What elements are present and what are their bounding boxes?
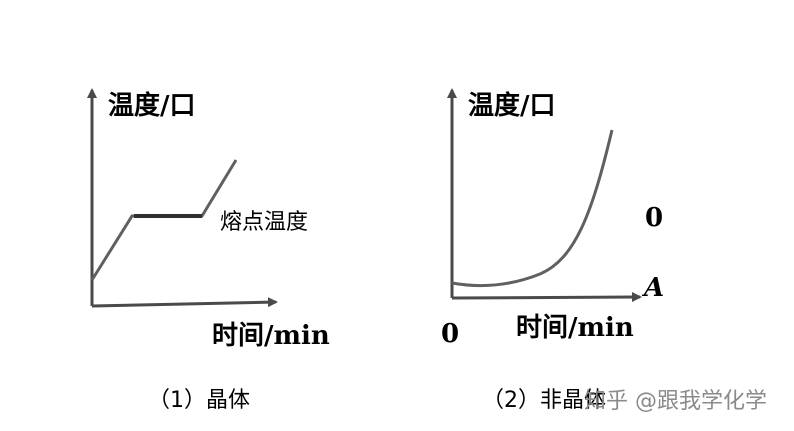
amorphous-heating-curve — [451, 129, 614, 288]
crystal-heating-curve — [90, 159, 238, 281]
crystal-caption: （1）晶体 — [148, 388, 250, 413]
amorphous-caption: （2）非晶体 — [482, 388, 606, 413]
origin-label: 0 — [441, 319, 459, 349]
right-digit-label: 0 — [645, 203, 663, 233]
melting-point-label: 熔点温度 — [220, 210, 308, 235]
amorphous-panel: 温度/口 0 A 0 时间/min （2）非晶体 — [441, 88, 664, 413]
amorphous-x-axis — [451, 292, 642, 303]
crystal-x-axis — [91, 297, 278, 308]
amorphous-y-axis-label: 温度/口 — [468, 90, 556, 121]
amorphous-x-axis-label: 时间/min — [516, 313, 634, 343]
zhihu-watermark: 知乎 @跟我学化学 — [584, 389, 767, 414]
crystal-panel: 温度/口 熔点温度 时间/min （1）晶体 — [87, 88, 330, 413]
crystal-x-axis-label: 时间/min — [212, 321, 330, 351]
right-letter-label: A — [641, 273, 664, 303]
crystal-y-axis-label: 温度/口 — [108, 90, 196, 121]
